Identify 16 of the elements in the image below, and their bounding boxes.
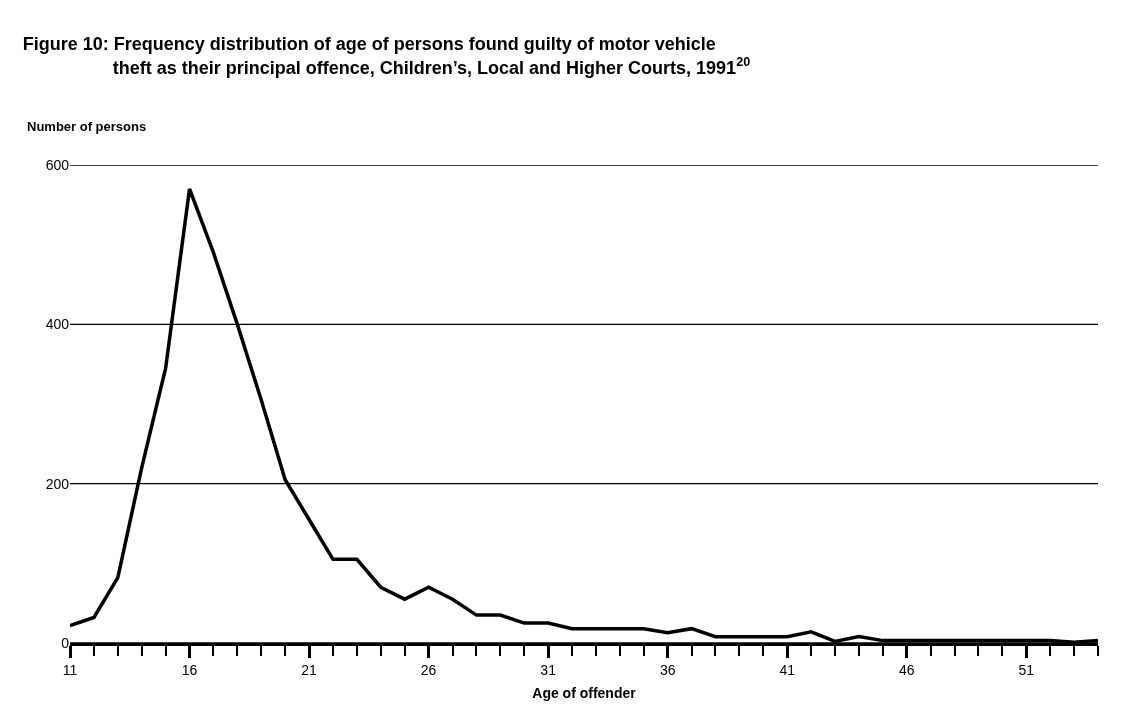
x-tick-label: 16 <box>181 661 198 678</box>
x-tick-label: 21 <box>301 661 318 678</box>
x-tick-label: 26 <box>420 661 437 678</box>
x-tick-label: 41 <box>779 661 796 678</box>
x-tick-label: 31 <box>540 661 557 678</box>
x-tick-label: 36 <box>659 661 676 678</box>
chart-title: Figure 10: Frequency distribution of age of persons found guilty of motor vehicle theft as their principal offence, Children’s, Local and Higher Courts, 1991$^{20}$ <box>22 34 751 78</box>
x-tick-label: 11 <box>62 661 78 678</box>
y-tick-label: 200 <box>45 475 70 492</box>
y-tick-label: 0 <box>61 634 70 651</box>
y-axis-title: Number of persons <box>27 119 147 134</box>
x-tick-label: 51 <box>1018 661 1035 678</box>
y-tick-label: 600 <box>45 156 70 173</box>
x-tick-label: 46 <box>898 661 915 678</box>
x-axis-title: Age of offender <box>532 685 637 702</box>
y-tick-label: 400 <box>45 316 70 333</box>
